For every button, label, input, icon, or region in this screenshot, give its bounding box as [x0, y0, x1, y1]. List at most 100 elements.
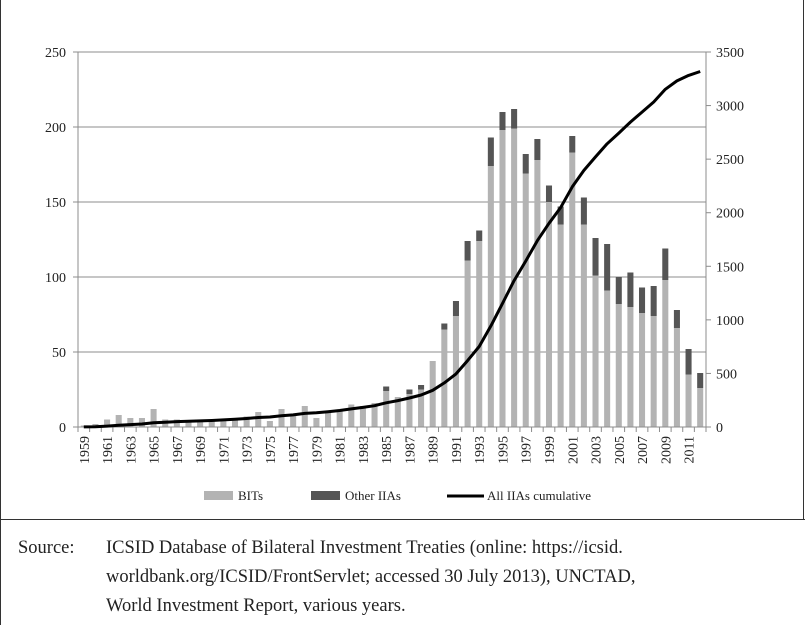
bar-other-iias — [592, 238, 599, 276]
y-right-tick-label: 0 — [716, 421, 723, 436]
source-label: Source: — [18, 538, 75, 558]
bar-bits — [429, 361, 436, 427]
bar-other-iias — [685, 349, 692, 375]
bar-bits — [685, 374, 692, 427]
bar-other-iias — [476, 230, 483, 241]
bar-other-iias — [545, 185, 553, 202]
legend-label-other-iias: Other IIAs — [345, 488, 401, 503]
bar-bits — [173, 419, 180, 427]
bar-bits — [406, 394, 413, 427]
bar-other-iias — [418, 385, 425, 390]
bar-bits — [359, 406, 366, 427]
legend-label-bits: BITs — [238, 488, 263, 503]
bar-other-iias — [511, 109, 518, 129]
bar-bits — [255, 412, 262, 427]
x-tick-label: 1973 — [241, 436, 256, 464]
legend-swatch-bits — [204, 491, 233, 500]
y-axis-left: 0 50 100 150 200 250 — [45, 46, 66, 436]
bar-bits — [639, 313, 646, 427]
bar-bits — [313, 418, 320, 427]
source-line: World Investment Report, various years. — [106, 596, 406, 616]
bar-bits — [394, 397, 401, 427]
bar-other-iias — [534, 139, 541, 160]
x-tick-label: 1963 — [124, 436, 139, 464]
bar-bits — [325, 412, 332, 427]
x-tick-label: 2003 — [590, 436, 605, 464]
bar-bits — [499, 130, 506, 427]
legend: BITs Other IIAs All IIAs cumulative — [204, 488, 591, 503]
bar-bits — [115, 415, 122, 427]
bar-bits — [545, 202, 553, 427]
y-left-tick-label: 50 — [52, 346, 66, 361]
bar-bits — [127, 418, 134, 427]
bar-bits — [662, 280, 669, 427]
series-line-all-iias-cumulative — [83, 70, 701, 429]
bar-other-iias — [406, 389, 413, 394]
bar-other-iias — [615, 277, 622, 304]
y-left-tick-label: 100 — [45, 271, 66, 286]
source-text: ICSID Database of Bilateral Investment T… — [106, 534, 805, 621]
y-right-tick-label: 2500 — [716, 153, 744, 168]
bar-bits — [604, 290, 611, 427]
bar-other-iias — [650, 286, 657, 316]
bar-bits — [534, 160, 541, 427]
y-left-tick-label: 0 — [59, 421, 66, 436]
bar-bits — [569, 152, 576, 427]
x-tick-label: 1979 — [310, 436, 325, 464]
bar-bits — [522, 173, 529, 427]
source-line: ICSID Database of Bilateral Investment T… — [106, 538, 623, 558]
bar-bits — [418, 389, 425, 427]
x-axis: 1959 1961 1963 1965 1967 1969 1971 1973 1975 1977… — [78, 436, 698, 464]
bar-bits — [371, 403, 378, 427]
bar-other-iias — [557, 206, 564, 225]
bar-bits — [697, 388, 704, 427]
bar-other-iias — [662, 248, 669, 280]
x-tick-label: 1965 — [148, 436, 163, 464]
bar-bits — [290, 415, 297, 427]
x-tick-label: 1967 — [171, 436, 186, 464]
x-tick-label: 1983 — [357, 436, 372, 464]
bar-bits — [197, 421, 204, 427]
bar-bits — [615, 304, 622, 427]
bar-other-iias — [522, 154, 529, 174]
bar-bits — [580, 224, 587, 427]
bar-bits — [185, 422, 192, 427]
bar-other-iias — [673, 310, 680, 328]
bar-bits — [336, 410, 343, 427]
y-right-tick-label: 500 — [716, 367, 737, 382]
x-tick-label: 1989 — [427, 436, 442, 464]
x-tick-label: 1981 — [334, 436, 349, 464]
x-tick-label: 1969 — [194, 436, 209, 464]
bar-other-iias — [487, 137, 494, 166]
legend-label-cumulative: All IIAs cumulative — [487, 488, 591, 503]
bar-bits — [150, 409, 157, 427]
bar-bits — [301, 406, 308, 427]
bar-other-iias — [639, 287, 646, 313]
bar-bits — [104, 419, 111, 427]
x-tick-label: 1961 — [101, 436, 116, 464]
bar-bits — [592, 275, 599, 427]
bars — [80, 109, 704, 427]
bar-bits — [208, 421, 215, 427]
bar-bits — [231, 418, 239, 427]
x-tick-label: 2005 — [613, 436, 628, 464]
bar-other-iias — [627, 272, 634, 307]
legend-swatch-other-iias — [311, 491, 340, 500]
x-tick-label: 2011 — [683, 436, 698, 463]
x-tick-label: 1997 — [520, 436, 535, 464]
y-right-tick-label: 2000 — [716, 207, 744, 222]
bar-bits — [452, 316, 459, 427]
x-tick-label: 1987 — [403, 436, 418, 464]
bar-other-iias — [464, 241, 471, 261]
bar-bits — [464, 260, 471, 427]
bar-bits — [243, 416, 250, 427]
bar-bits — [650, 316, 657, 427]
y-right-tick-label: 3500 — [716, 46, 744, 61]
bar-other-iias — [452, 301, 459, 316]
y-left-tick-label: 200 — [45, 121, 66, 136]
bar-other-iias — [441, 323, 448, 330]
y-right-tick-label: 1000 — [716, 314, 744, 329]
bar-other-iias — [569, 136, 576, 153]
bar-bits — [476, 241, 483, 427]
